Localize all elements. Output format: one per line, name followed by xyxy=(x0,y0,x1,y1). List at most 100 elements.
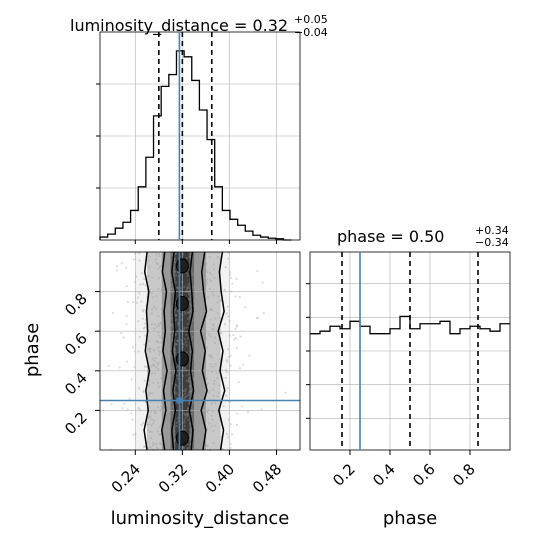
scatter-point xyxy=(163,431,167,434)
scatter-point xyxy=(173,257,177,260)
scatter-point xyxy=(125,323,128,326)
scatter-point xyxy=(140,272,143,275)
scatter-point xyxy=(173,347,176,350)
scatter-point xyxy=(210,273,213,276)
luminosity-distance-title-lower: −0.04 xyxy=(294,26,328,39)
scatter-point xyxy=(150,372,153,375)
scatter-point xyxy=(168,386,171,389)
scatter-point xyxy=(179,405,183,408)
scatter-point xyxy=(160,289,164,292)
scatter-point xyxy=(166,437,169,441)
scatter-point xyxy=(196,325,200,328)
scatter-point xyxy=(182,367,185,370)
scatter-point xyxy=(175,318,178,321)
scatter-point xyxy=(176,339,179,342)
scatter-point xyxy=(159,341,162,344)
scatter-point xyxy=(170,287,173,291)
scatter-point xyxy=(195,429,199,432)
scatter-point xyxy=(204,280,208,283)
scatter-point xyxy=(182,389,185,392)
scatter-point xyxy=(198,266,201,269)
scatter-point xyxy=(185,326,188,329)
scatter-point xyxy=(214,317,217,320)
scatter-point xyxy=(185,374,188,377)
scatter-point xyxy=(174,438,177,441)
scatter-point xyxy=(188,298,192,301)
scatter-point xyxy=(204,284,207,287)
scatter-point xyxy=(193,347,196,351)
scatter-point xyxy=(193,362,196,366)
x-tick-label-0.24: 0.24 xyxy=(108,460,144,496)
scatter-point xyxy=(162,328,165,332)
scatter-point xyxy=(187,290,190,294)
phase-x-tick-label-0.8: 0.8 xyxy=(449,460,479,490)
scatter-point xyxy=(206,444,209,448)
luminosity-distance-marginal-panel: luminosity_distance = 0.32 +0.05−0.04 xyxy=(70,13,328,244)
scatter-point xyxy=(141,317,144,320)
scatter-point xyxy=(155,366,158,369)
scatter-point xyxy=(207,408,210,412)
scatter-point xyxy=(193,426,196,429)
scatter-point xyxy=(156,340,160,343)
contour-peak-0 xyxy=(175,258,189,274)
scatter-point xyxy=(193,311,196,314)
scatter-point xyxy=(160,324,164,327)
scatter-point xyxy=(184,416,187,419)
scatter-point xyxy=(164,273,167,276)
scatter-point xyxy=(186,272,189,275)
scatter-point xyxy=(225,394,228,398)
scatter-point xyxy=(153,364,156,368)
scatter-point xyxy=(158,334,161,337)
scatter-point xyxy=(186,274,189,277)
scatter-point xyxy=(200,353,203,356)
scatter-point xyxy=(236,324,239,327)
scatter-point xyxy=(174,333,178,336)
scatter-point xyxy=(146,394,149,397)
scatter-point xyxy=(169,396,172,399)
scatter-point xyxy=(137,387,141,390)
scatter-point xyxy=(212,323,215,326)
scatter-point xyxy=(160,312,164,315)
scatter-point xyxy=(186,414,189,418)
scatter-point xyxy=(229,442,232,446)
contour-outer-left xyxy=(143,251,151,451)
scatter-point xyxy=(174,281,178,284)
scatter-point xyxy=(157,363,160,367)
scatter-point xyxy=(193,347,196,350)
scatter-point xyxy=(235,412,239,415)
scatter-point xyxy=(192,354,195,358)
scatter-point xyxy=(152,442,155,445)
scatter-point xyxy=(160,288,164,291)
scatter-point xyxy=(158,266,161,269)
scatter-point xyxy=(224,376,227,379)
scatter-point xyxy=(165,303,168,306)
axis-labels: luminosity_distance phase phase xyxy=(22,323,437,529)
scatter-point xyxy=(172,288,175,291)
scatter-point xyxy=(193,365,196,368)
scatter-point xyxy=(198,365,202,368)
scatter-point xyxy=(216,395,219,398)
scatter-point xyxy=(194,252,198,255)
scatter-point xyxy=(164,349,167,352)
scatter-point xyxy=(174,314,178,317)
scatter-point xyxy=(183,337,187,341)
scatter-point xyxy=(128,397,131,400)
scatter-point xyxy=(212,388,215,392)
scatter-point xyxy=(118,366,121,369)
scatter-point xyxy=(175,342,178,345)
scatter-point xyxy=(226,360,229,363)
scatter-point xyxy=(199,441,203,444)
scatter-point xyxy=(213,276,216,279)
scatter-point xyxy=(202,384,205,388)
scatter-point xyxy=(195,364,198,367)
scatter-point xyxy=(195,328,198,331)
scatter-point xyxy=(189,435,192,439)
scatter-point xyxy=(180,318,183,321)
scatter-point xyxy=(162,372,165,375)
scatter-point xyxy=(154,410,157,413)
scatter-point xyxy=(184,312,187,315)
scatter-point xyxy=(196,406,199,409)
scatter-point xyxy=(204,402,207,405)
scatter-point xyxy=(198,438,202,441)
